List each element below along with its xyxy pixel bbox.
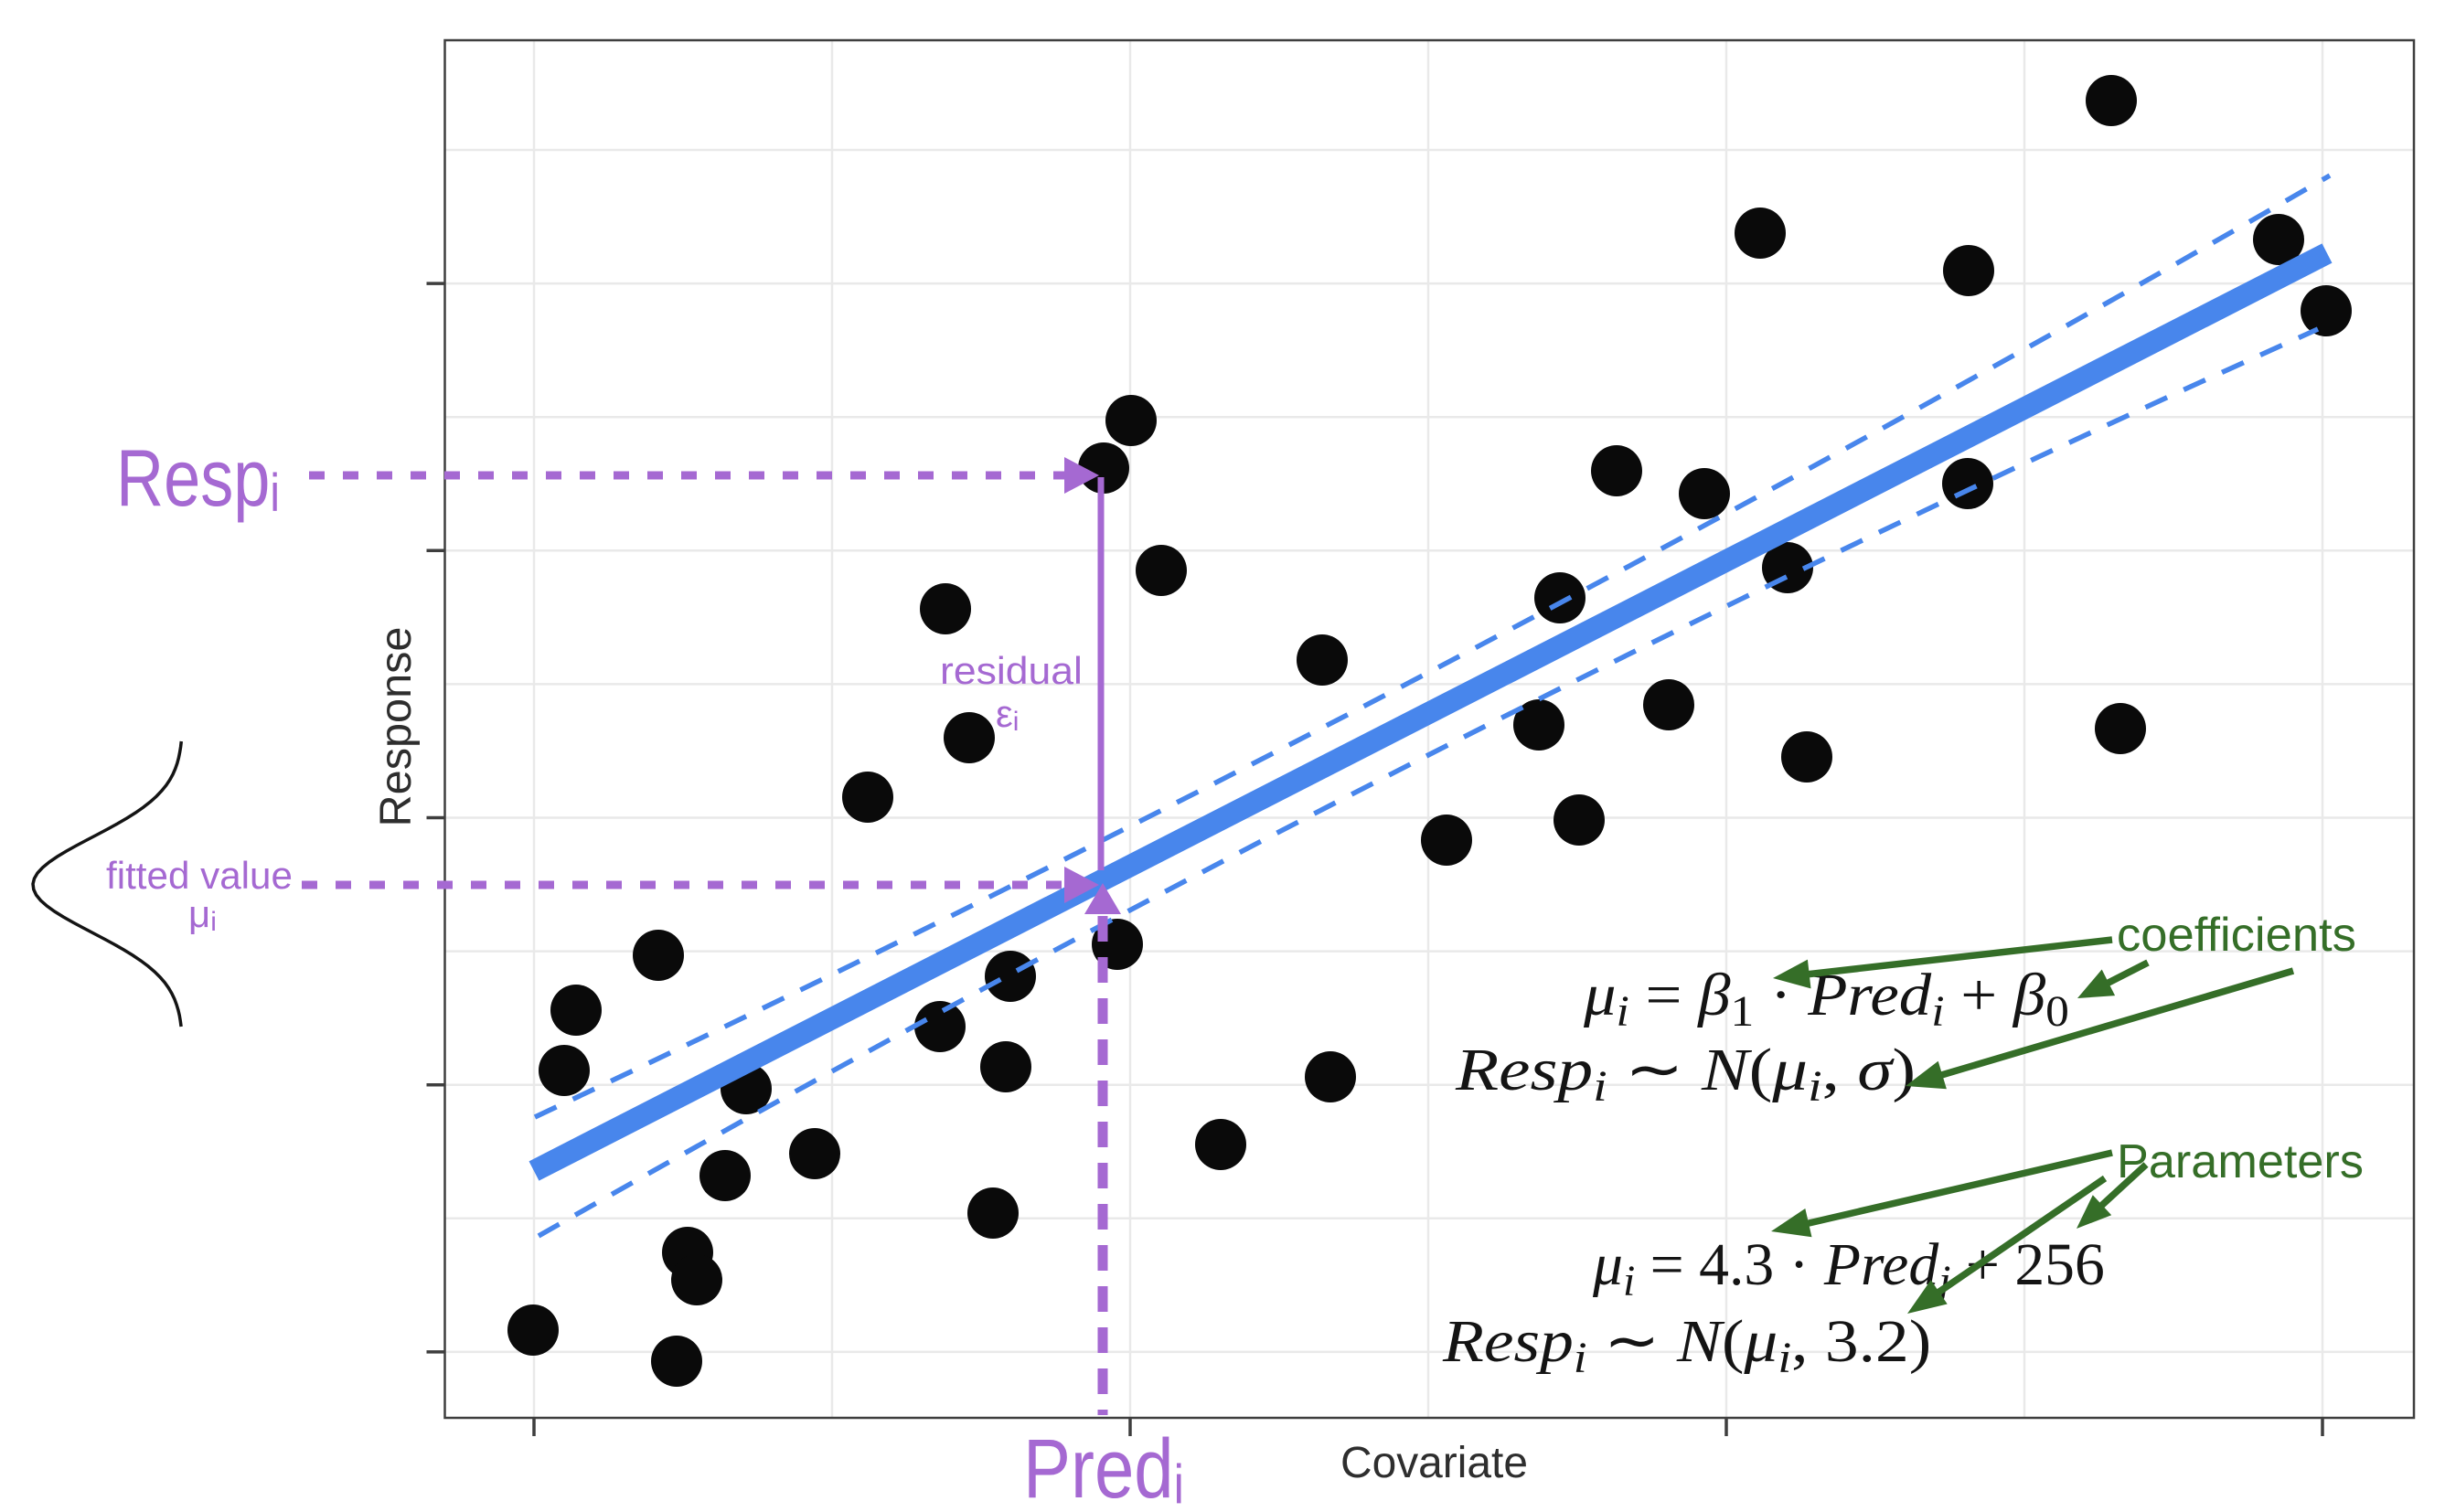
svg-text:Parameters: Parameters <box>2117 1135 2364 1188</box>
svg-text:residual: residual <box>940 650 1083 693</box>
svg-text:Respi ∼ N(μi, σ): Respi ∼ N(μi, σ) <box>1455 1036 1916 1111</box>
svg-text:Predi: Predi <box>1023 1422 1184 1512</box>
svg-text:Respi: Respi <box>116 433 280 523</box>
svg-text:Response: Response <box>371 627 421 827</box>
svg-text:μi = 4.3 · Predj + 256: μi = 4.3 · Predj + 256 <box>1592 1231 2105 1305</box>
svg-text:Covariate: Covariate <box>1340 1439 1528 1487</box>
svg-text:fitted value: fitted value <box>106 854 293 897</box>
svg-text:coefficients: coefficients <box>2117 909 2356 962</box>
svg-text:Respi ∼ N(μi, 3.2): Respi ∼ N(μi, 3.2) <box>1442 1308 1931 1381</box>
